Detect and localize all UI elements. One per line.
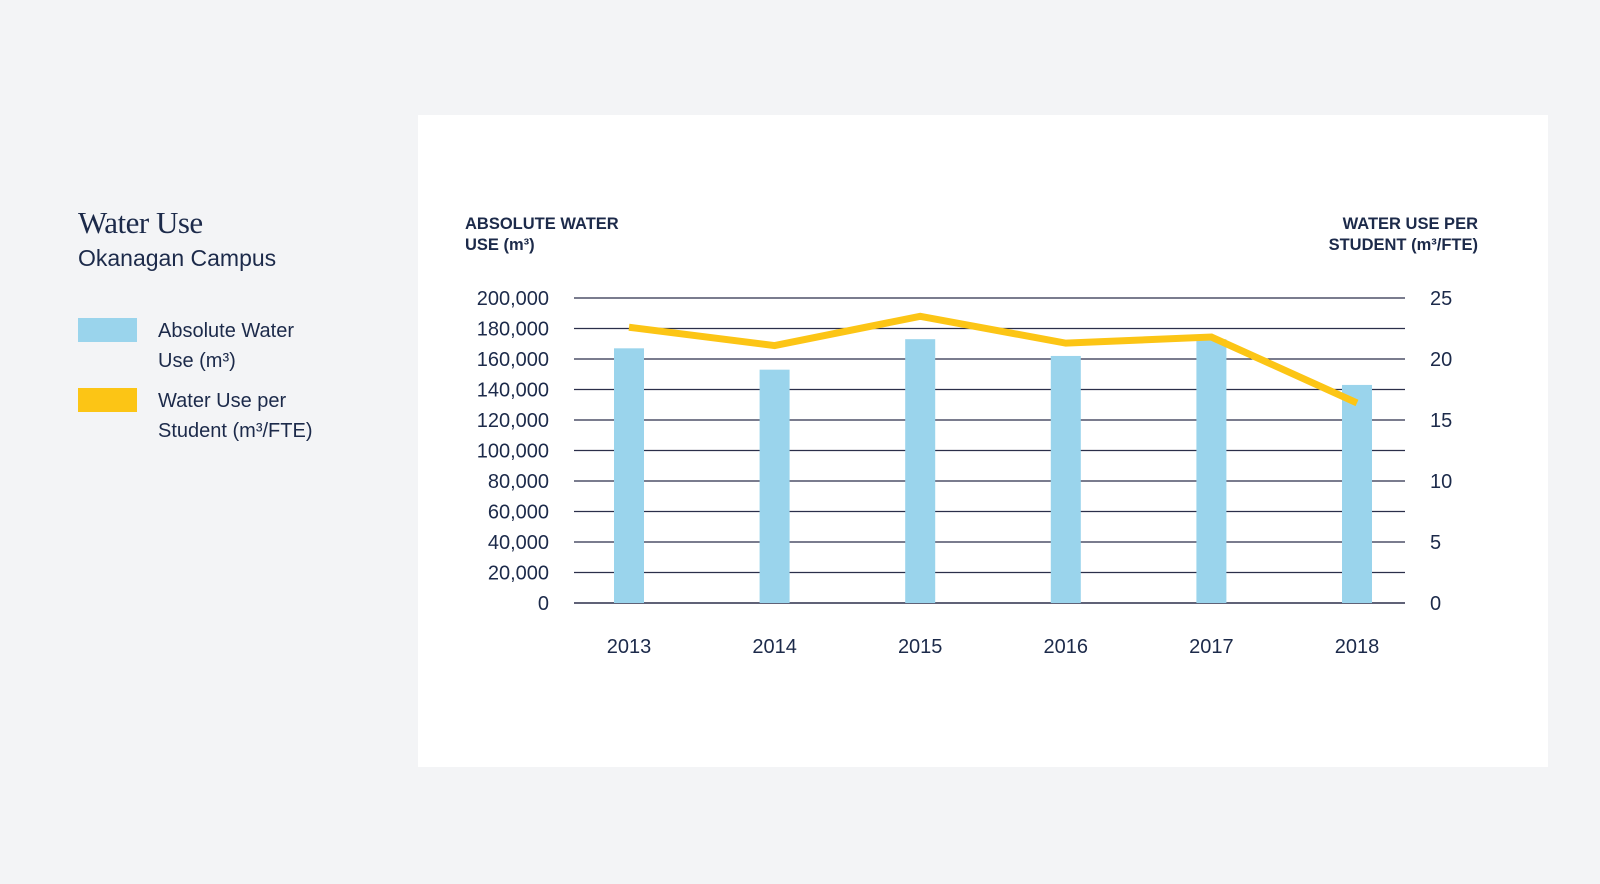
x-tick-label: 2014 — [752, 636, 797, 658]
right-axis-title-line1: WATER USE PER — [1343, 215, 1478, 233]
legend-swatch-per-student — [78, 388, 137, 412]
line-series — [628, 312, 1359, 407]
legend-label-absolute: Absolute Water Use (m³) — [158, 316, 398, 376]
series-line-per-student — [628, 312, 1359, 407]
left-axis-ticks: 0 20,000 40,000 60,000 80,000 100,000 120,000 1… — [477, 288, 549, 615]
bar — [1196, 339, 1227, 603]
right-tick-label: 5 — [1430, 532, 1441, 554]
legend-label-absolute-line2: Use (m³) — [158, 350, 236, 372]
legend-swatch-absolute — [78, 318, 137, 342]
right-tick-label: 20 — [1430, 349, 1452, 371]
left-tick-label: 140,000 — [477, 380, 549, 402]
right-tick-label: 10 — [1430, 471, 1452, 493]
left-axis-title-line2: USE (m³) — [465, 236, 535, 254]
x-tick-label: 2016 — [1044, 636, 1089, 658]
bar-series — [614, 339, 1372, 603]
left-axis-title-line1: ABSOLUTE WATER — [465, 215, 619, 233]
x-tick-label: 2013 — [607, 636, 652, 658]
left-tick-label: 80,000 — [488, 471, 549, 493]
right-tick-label: 15 — [1430, 410, 1452, 432]
right-axis-ticks: 0 5 10 15 20 25 — [1430, 288, 1452, 615]
left-tick-label: 160,000 — [477, 349, 549, 371]
legend-label-per-student-line2: Student (m³/FTE) — [158, 420, 313, 442]
left-tick-label: 20,000 — [488, 563, 549, 585]
legend-label-per-student: Water Use per Student (m³/FTE) — [158, 386, 398, 446]
legend-panel: Water Use Okanagan Campus Absolute Water… — [78, 205, 398, 442]
bar — [759, 369, 790, 603]
legend-label-per-student-line1: Water Use per — [158, 390, 287, 412]
right-tick-label: 0 — [1430, 593, 1441, 615]
left-tick-label: 120,000 — [477, 410, 549, 432]
bar — [1342, 384, 1372, 603]
chart-svg: 0 20,000 40,000 60,000 80,000 100,000 120,000 1… — [465, 215, 1478, 658]
chart-subtitle: Okanagan Campus — [78, 245, 277, 271]
x-tick-label: 2017 — [1189, 636, 1234, 658]
right-tick-label: 25 — [1430, 288, 1452, 310]
bar — [905, 339, 936, 603]
x-axis-ticks: 2013 2014 2015 2016 2017 2018 — [607, 636, 1380, 658]
chart-card: 0 20,000 40,000 60,000 80,000 100,000 120,000 1… — [418, 115, 1548, 767]
x-tick-label: 2018 — [1335, 636, 1380, 658]
grid-lines — [574, 297, 1405, 604]
x-tick-label: 2015 — [898, 636, 943, 658]
left-tick-label: 200,000 — [477, 288, 549, 310]
left-tick-label: 0 — [538, 593, 549, 615]
bar — [1050, 355, 1081, 603]
left-tick-label: 100,000 — [477, 441, 549, 463]
bar — [614, 348, 644, 603]
legend-label-absolute-line1: Absolute Water — [158, 320, 294, 342]
left-tick-label: 180,000 — [477, 319, 549, 341]
left-tick-label: 40,000 — [488, 532, 549, 554]
chart-title: Water Use — [78, 205, 203, 240]
left-tick-label: 60,000 — [488, 502, 549, 524]
right-axis-title-line2: STUDENT (m³/FTE) — [1329, 236, 1478, 254]
